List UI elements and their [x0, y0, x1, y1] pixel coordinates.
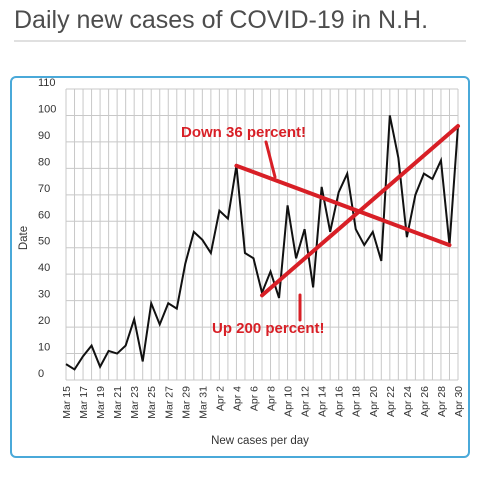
x-tick-label: Apr 18	[351, 386, 363, 417]
x-tick-label: Apr 2	[214, 386, 226, 411]
x-tick-label: Mar 19	[95, 386, 107, 419]
y-tick-label: 90	[38, 130, 50, 142]
chart-frame	[10, 76, 470, 458]
trend-lines: Down 36 percent! Up 200 percent!	[181, 124, 460, 337]
x-tick-label: Apr 4	[231, 386, 243, 411]
y-tick-label: 0	[38, 368, 44, 380]
x-tick-label: Apr 30	[453, 386, 465, 417]
x-tick-label: Apr 16	[334, 386, 346, 417]
annotation-up: Up 200 percent!	[212, 320, 325, 337]
x-tick-label: Apr 24	[402, 386, 414, 417]
x-tick-label: Apr 8	[266, 386, 278, 411]
x-tick-label: Mar 15	[61, 386, 73, 419]
annotation-down: Down 36 percent!	[181, 124, 306, 141]
y-tick-label: 30	[38, 289, 50, 301]
x-tick-label: Apr 14	[317, 386, 329, 417]
x-tick-label: Mar 27	[163, 386, 175, 419]
annotation-down-pointer	[264, 140, 277, 179]
y-tick-label: 40	[38, 262, 50, 274]
x-tick-label: Mar 21	[112, 386, 124, 419]
series-group	[65, 115, 459, 371]
x-tick-label: Apr 26	[419, 386, 431, 417]
y-tick-label: 10	[38, 342, 50, 354]
x-tick-label: Mar 29	[180, 386, 192, 419]
y-tick-label: 100	[38, 103, 56, 115]
title-divider	[14, 40, 466, 42]
x-tick-label: Apr 6	[248, 386, 260, 411]
x-tick-labels: Mar 15 Mar 17 Mar 19 Mar 21 Mar 23 Mar 25 Mar …	[61, 386, 465, 419]
x-axis-label: New cases per day	[211, 435, 309, 447]
x-tick-label: Apr 28	[436, 386, 448, 417]
y-tick-label: 20	[38, 315, 50, 327]
trend-line	[234, 163, 452, 248]
x-tick-label: Apr 20	[368, 386, 380, 417]
grid	[65, 88, 459, 381]
x-tick-label: Mar 17	[78, 386, 90, 419]
x-tick-label: Mar 23	[129, 386, 141, 419]
y-axis-label: Date	[18, 226, 30, 250]
x-tick-label: Mar 31	[197, 386, 209, 419]
y-tick-label: 70	[38, 183, 50, 195]
y-tick-labels: 0 10 20 30 40 50 60 70 80 90 100 110	[38, 77, 56, 380]
x-tick-label: Apr 12	[300, 386, 312, 417]
series-line	[65, 115, 459, 371]
x-tick-label: Mar 25	[146, 386, 158, 419]
y-tick-label: 110	[38, 77, 56, 89]
page-title: Daily new cases of COVID-19 in N.H.	[14, 6, 429, 34]
trend-line	[260, 124, 460, 298]
y-tick-label: 80	[38, 156, 50, 168]
x-tick-label: Apr 22	[385, 386, 397, 417]
y-tick-label: 60	[38, 209, 50, 221]
x-tick-label: Apr 10	[283, 386, 295, 417]
y-tick-label: 50	[38, 236, 50, 248]
